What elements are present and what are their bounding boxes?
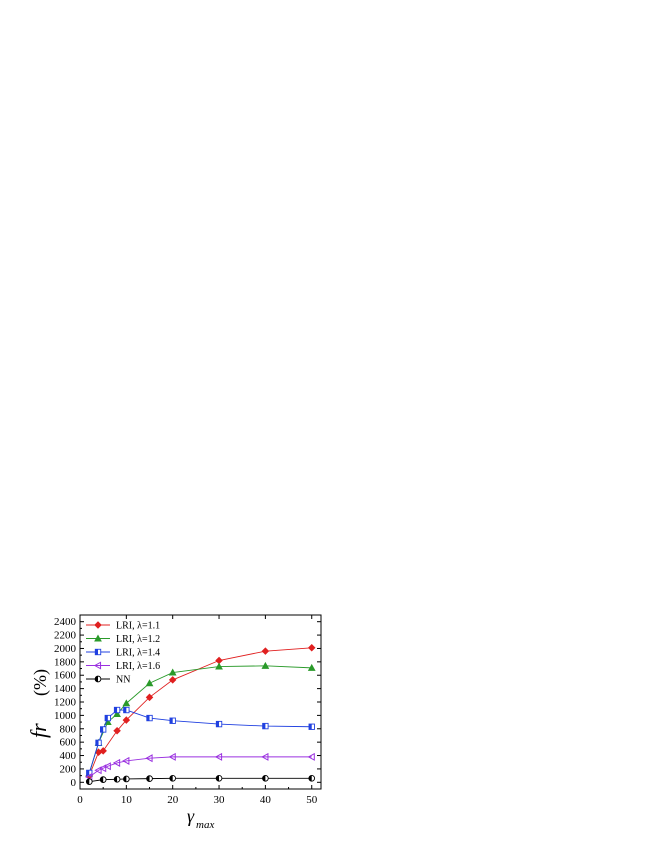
data-point: [112, 758, 121, 767]
legend-entry: LRI, λ=1.1: [86, 621, 160, 632]
series-layer: [85, 644, 316, 785]
y-tick-label: 2400: [54, 616, 77, 628]
data-point: [308, 774, 316, 782]
x-tick-label: 10: [121, 794, 133, 806]
x-axis-label-subscript: max: [196, 819, 214, 831]
data-point: [122, 756, 130, 765]
series-5: [85, 774, 316, 785]
data-point: [122, 699, 131, 707]
legend: LRI, λ=1.1 LRI, λ=1.2 LRI, λ=1.4 LRI, λ=1.6…: [86, 621, 160, 686]
series-1: [85, 644, 316, 780]
legend-entry: LRI, λ=1.4: [86, 648, 160, 659]
x-tick-label: 40: [260, 794, 272, 806]
legend-marker: [94, 675, 102, 683]
x-axis-label: γ: [187, 806, 195, 826]
y-tick-label: 1000: [54, 710, 77, 722]
data-point: [215, 662, 223, 670]
y-axis-unit: (%): [30, 669, 51, 696]
x-tick-label: 20: [167, 794, 179, 806]
y-tick-label: 2000: [54, 643, 77, 655]
data-point: [123, 775, 130, 783]
legend-label: LRI, λ=1.1: [116, 621, 160, 632]
series-3: [86, 706, 315, 777]
legend-entry: LRI, λ=1.2: [86, 634, 160, 645]
data-point: [261, 752, 269, 761]
y-tick-label: 1600: [54, 670, 77, 682]
y-tick-label: 200: [60, 763, 77, 775]
legend-marker: [93, 661, 102, 670]
data-point: [99, 747, 107, 755]
legend-label: LRI, λ=1.4: [116, 648, 160, 659]
data-point: [168, 668, 177, 676]
data-point: [123, 706, 130, 714]
data-point: [95, 739, 102, 746]
x-axis: 0 10 20 30 40 50: [77, 615, 318, 806]
data-point: [104, 714, 111, 722]
x-tick-label: 0: [77, 794, 83, 806]
data-point: [169, 717, 176, 724]
y-tick-label: 1400: [54, 683, 77, 695]
y-axis-label: fr: [26, 723, 51, 738]
data-point: [94, 766, 102, 775]
data-point: [98, 764, 107, 773]
data-point: [99, 776, 107, 783]
legend-label: LRI, λ=1.6: [116, 661, 160, 672]
data-point: [307, 752, 315, 761]
data-point: [215, 774, 223, 782]
data-point: [308, 723, 315, 730]
legend-marker: [94, 648, 102, 656]
data-point: [145, 754, 153, 763]
y-tick-label: 0: [71, 777, 77, 789]
data-point: [146, 775, 153, 782]
y-tick-label: 1800: [54, 656, 77, 668]
data-point: [261, 661, 270, 669]
y-tick-label: 2200: [54, 630, 77, 642]
data-point: [145, 693, 154, 702]
data-point: [113, 706, 121, 714]
legend-marker: [94, 621, 102, 629]
data-point: [113, 775, 121, 783]
legend-entry: LRI, λ=1.6: [86, 661, 160, 672]
data-point: [307, 663, 316, 671]
legend-label: LRI, λ=1.2: [116, 634, 160, 645]
data-point: [262, 774, 269, 782]
data-point: [122, 716, 131, 724]
data-point: [307, 644, 316, 652]
x-tick-label: 50: [306, 794, 318, 806]
legend-label: NN: [116, 675, 130, 686]
legend-entry: NN: [86, 675, 130, 686]
data-point: [103, 762, 111, 771]
y-tick-label: 1200: [54, 697, 77, 709]
y-tick-label: 400: [60, 750, 77, 762]
data-point: [100, 726, 107, 733]
y-tick-label: 800: [60, 723, 77, 735]
legend-marker: [94, 634, 102, 642]
data-point: [113, 710, 121, 718]
data-point: [168, 676, 177, 684]
data-point: [261, 647, 270, 655]
data-point: [215, 720, 223, 728]
data-point: [169, 774, 177, 782]
data-point: [113, 727, 121, 735]
data-point: [146, 714, 153, 722]
data-point: [262, 722, 269, 730]
data-point: [145, 679, 154, 687]
data-point: [85, 778, 93, 785]
data-point: [214, 752, 223, 761]
data-point: [168, 752, 176, 761]
x-tick-label: 30: [214, 794, 226, 806]
y-tick-label: 600: [60, 737, 77, 749]
